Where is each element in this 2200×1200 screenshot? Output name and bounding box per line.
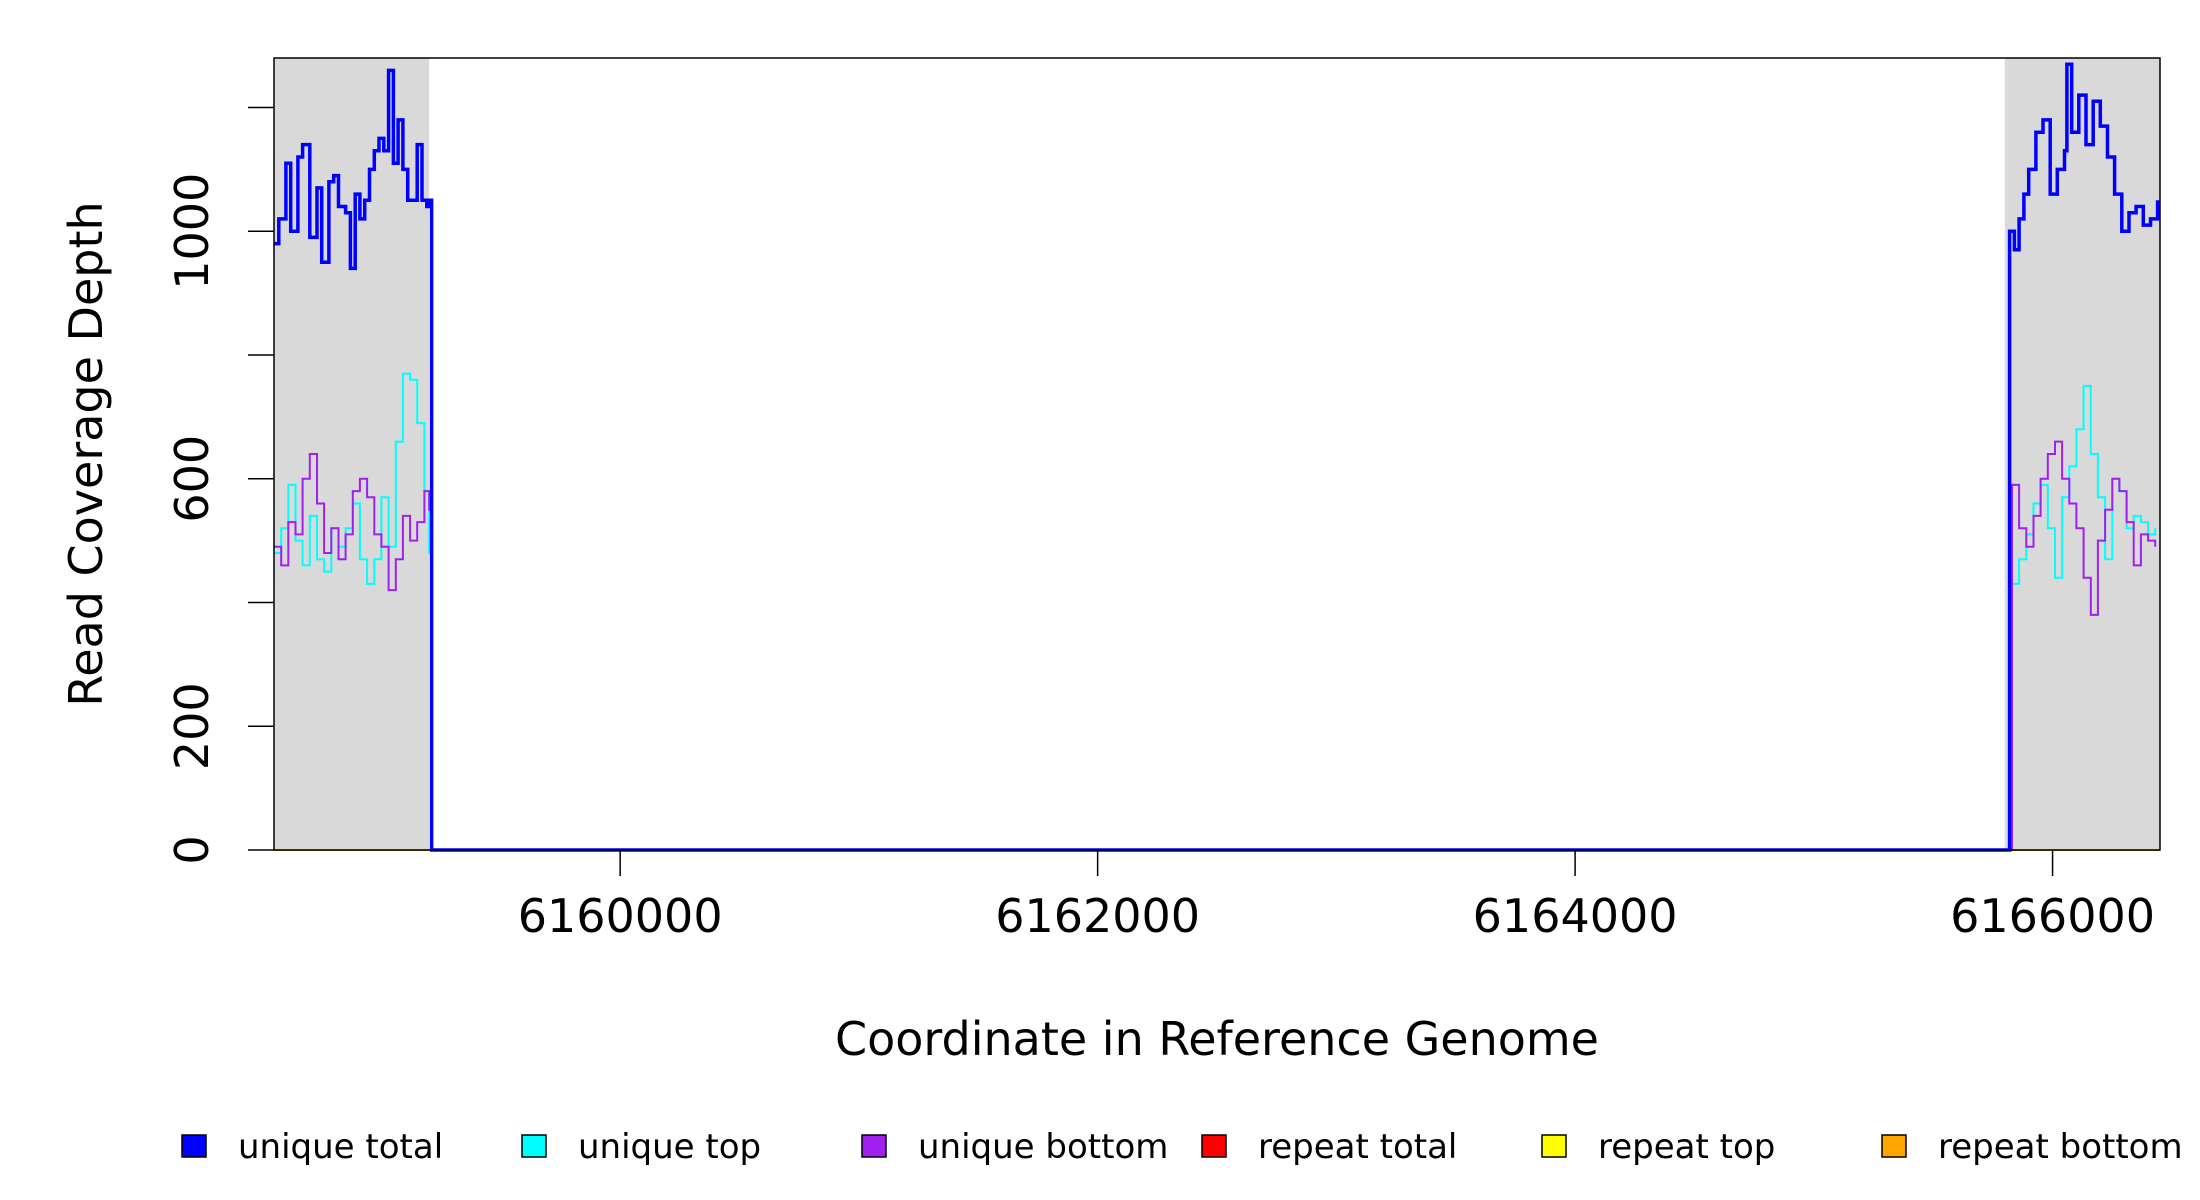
y-axis-title: Read Coverage Depth (59, 201, 113, 706)
legend-label-unique-total: unique total (238, 1127, 443, 1167)
y-tick-label: 600 (165, 435, 219, 523)
x-axis: 6160000 6162000 6164000 6166000 (518, 850, 2155, 943)
legend-swatch-unique-top (521, 1134, 547, 1158)
legend-swatch-unique-total (181, 1134, 207, 1158)
series-line-unique-bottom (274, 440, 2157, 851)
shaded-region-2 (2004, 58, 2160, 850)
x-tick-label: 6164000 (1473, 889, 1678, 943)
plot-frame (273, 57, 2161, 851)
y-tick-label: 200 (165, 682, 219, 770)
legend-swatch-repeat-top (1541, 1134, 1567, 1158)
legend-label-unique-top: unique top (578, 1127, 761, 1167)
legend-label-repeat-top: repeat top (1598, 1127, 1775, 1167)
series-layer (274, 62, 2160, 852)
x-tick-label: 6160000 (518, 889, 723, 943)
series-line-unique-total (274, 62, 2160, 852)
series-line-unique-top (274, 372, 2157, 851)
x-axis-title: Coordinate in Reference Genome (835, 1012, 1599, 1066)
shaded-region-1 (274, 58, 430, 850)
legend-label-unique-bottom: unique bottom (918, 1127, 1168, 1167)
legend-swatch-unique-bottom (861, 1134, 887, 1158)
legend-swatch-repeat-bottom (1881, 1134, 1907, 1158)
y-axis: 0 200 600 1000 (165, 106, 274, 865)
legend: unique total unique top unique bottom repea… (181, 1127, 2183, 1167)
y-tick-label: 1000 (165, 173, 219, 290)
x-tick-label: 6162000 (995, 889, 1200, 943)
shaded-regions (274, 58, 2160, 850)
legend-label-repeat-bottom: repeat bottom (1938, 1127, 2183, 1167)
x-tick-label: 6166000 (1950, 889, 2155, 943)
legend-swatch-repeat-total (1201, 1134, 1227, 1158)
y-tick-label: 0 (165, 835, 219, 864)
legend-label-repeat-total: repeat total (1258, 1127, 1457, 1167)
